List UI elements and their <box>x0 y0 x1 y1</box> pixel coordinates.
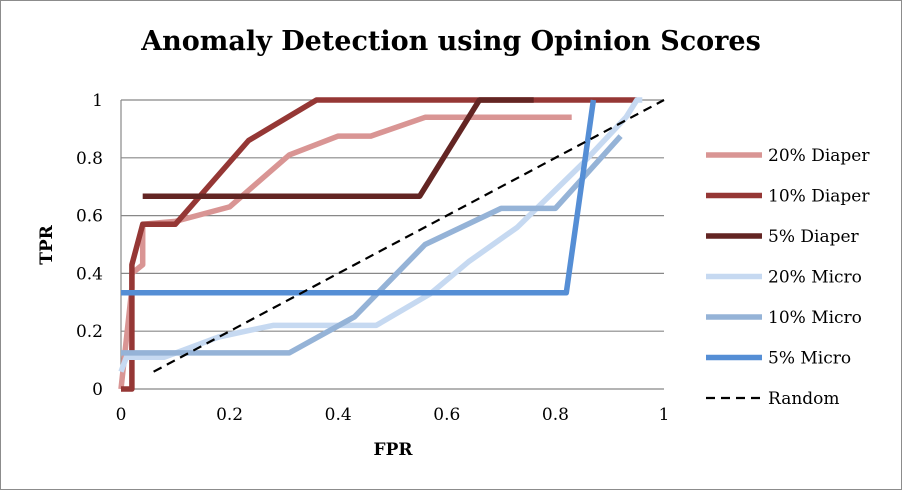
y-tick-labels: 0 0.2 0.4 0.6 0.8 1 <box>76 91 103 400</box>
legend-label-20pct-diaper: 20% Diaper <box>768 146 870 166</box>
series-line-10pct-micro <box>121 134 623 356</box>
y-tick-label-1: 0.2 <box>76 322 103 342</box>
x-tick-label-5: 1 <box>659 405 670 425</box>
x-tick-label-3: 0.6 <box>433 405 460 425</box>
y-tick-label-0: 0 <box>92 380 103 400</box>
x-tick-label-2: 0.4 <box>325 405 352 425</box>
series-line-5pct-diaper <box>142 97 534 199</box>
series-line-5pct-micro <box>121 99 597 296</box>
series-lines <box>118 97 665 392</box>
x-tick-labels: 0 0.2 0.4 0.6 0.8 1 <box>116 405 670 425</box>
series-line-random <box>153 99 665 373</box>
legend-label-5pct-micro: 5% Micro <box>768 349 851 369</box>
legend-label-20pct-micro: 20% Micro <box>768 268 862 288</box>
legend-label-5pct-diaper: 5% Diaper <box>768 227 860 247</box>
x-tick-label-1: 0.2 <box>216 405 243 425</box>
legend: 20% Diaper 10% Diaper 5% Diaper 20% Micro 10… <box>706 146 870 409</box>
y-tick-label-3: 0.6 <box>76 207 103 227</box>
x-tick-label-4: 0.8 <box>542 405 569 425</box>
y-tick-label-2: 0.4 <box>76 264 103 284</box>
x-axis-label: FPR <box>374 440 414 460</box>
legend-label-10pct-diaper: 10% Diaper <box>768 187 870 207</box>
legend-label-10pct-micro: 10% Micro <box>768 308 862 328</box>
series-line-10pct-diaper <box>121 97 637 392</box>
y-tick-label-5: 1 <box>92 91 103 111</box>
axes <box>120 100 664 390</box>
y-tick-label-4: 0.8 <box>76 149 103 169</box>
y-axis-label: TPR <box>37 224 57 264</box>
legend-label-random: Random <box>768 389 840 409</box>
chart-title: Anomaly Detection using Opinion Scores <box>140 26 761 57</box>
x-tick-label-0: 0 <box>116 405 127 425</box>
